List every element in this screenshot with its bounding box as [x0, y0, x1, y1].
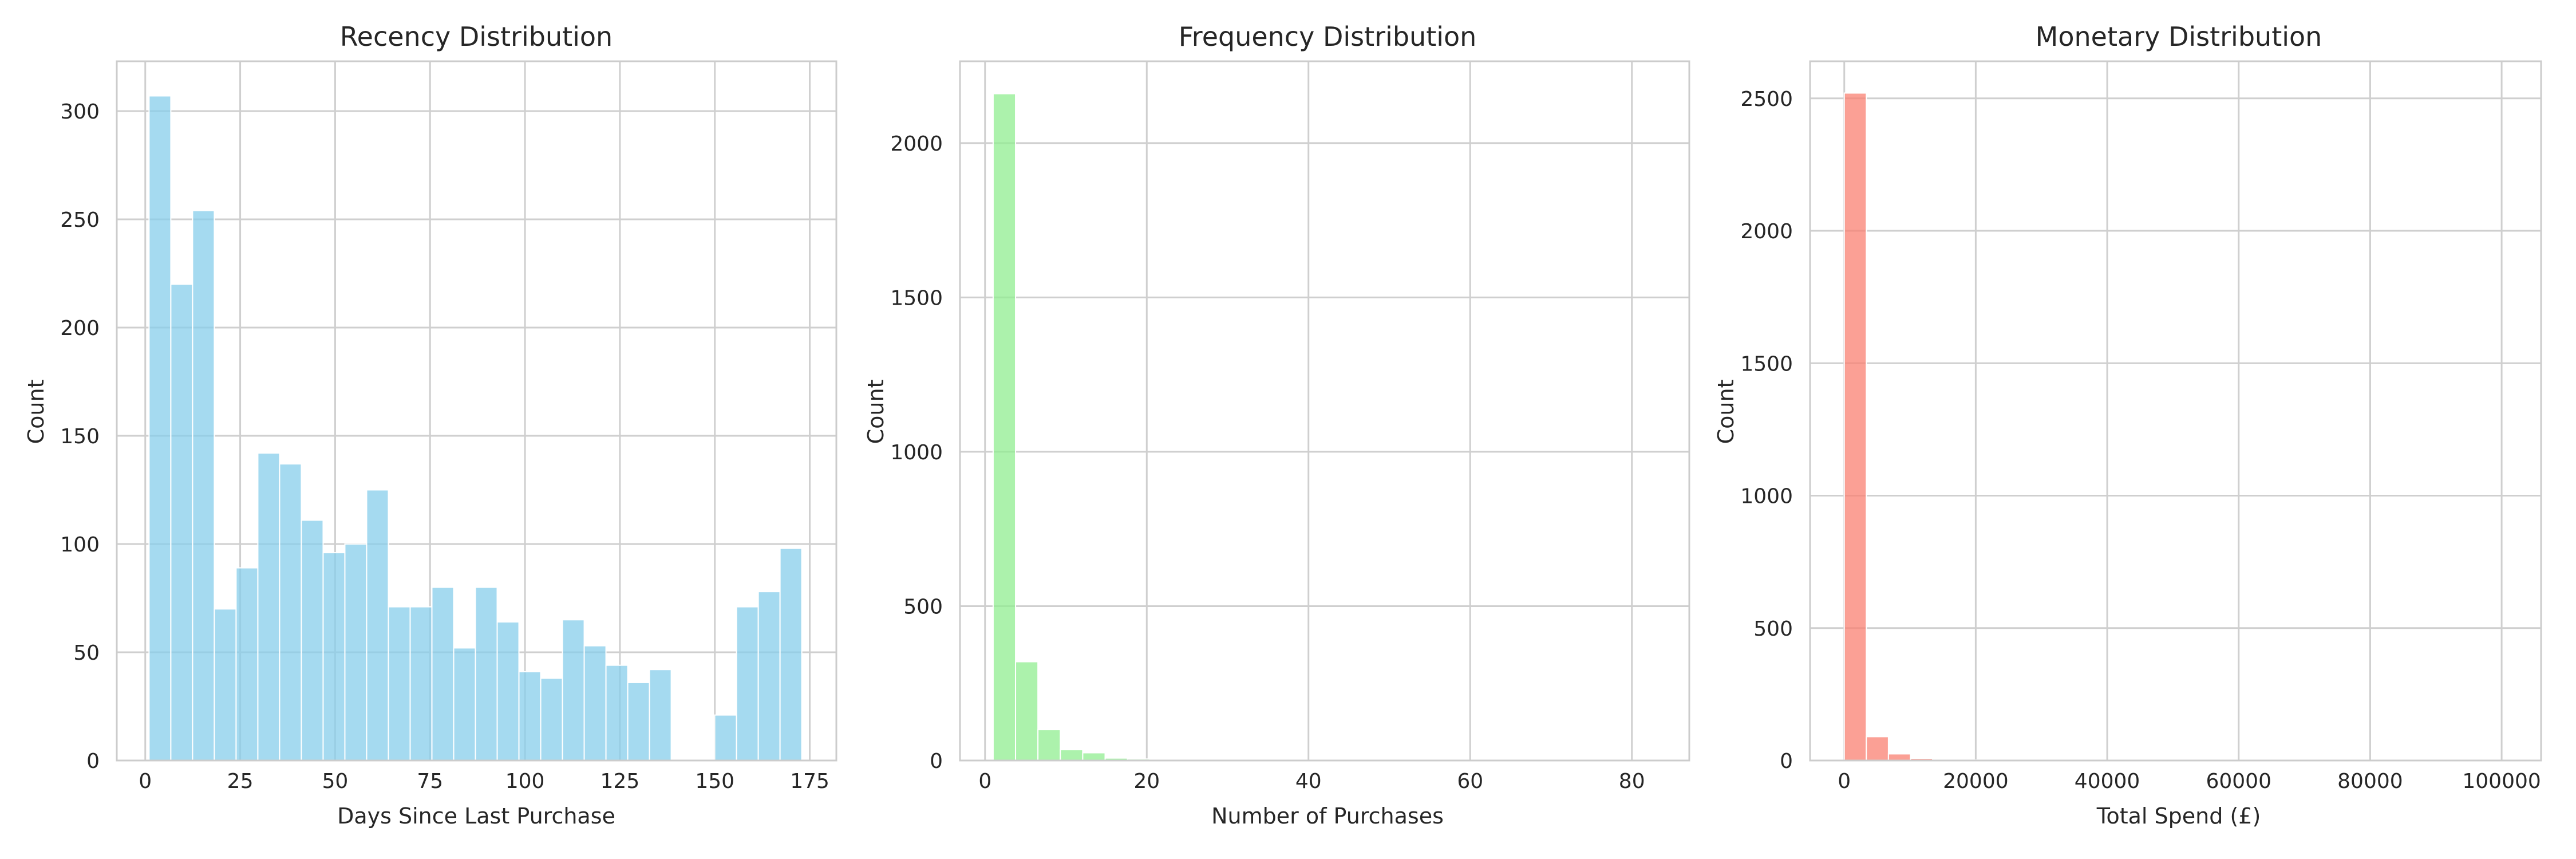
monetary-xtick-label: 60000	[2206, 770, 2271, 793]
recency-xtick-label: 175	[790, 770, 829, 793]
frequency-xtick-label: 20	[1133, 770, 1160, 793]
recency-xtick-label: 150	[695, 770, 734, 793]
recency-xtick-label: 25	[227, 770, 254, 793]
recency-bar	[627, 681, 650, 762]
frequency-bars	[992, 93, 1666, 762]
recency-xtick-label: 75	[417, 770, 443, 793]
monetary-bars	[1843, 92, 2508, 762]
monetary-bar	[1866, 736, 1889, 761]
frequency-histogram-panel: Frequency Distribution Number of Purchas…	[863, 21, 1690, 829]
frequency-plot-frame	[959, 60, 1690, 762]
recency-ytick-label: 150	[60, 425, 100, 448]
monetary-xlabel: Total Spend (£)	[2096, 803, 2261, 829]
recency-bar	[736, 606, 759, 761]
recency-bar	[344, 543, 368, 762]
recency-bar	[496, 621, 520, 761]
monetary-xtick-label: 40000	[2075, 770, 2140, 793]
monetary-ytick-label: 1000	[1740, 485, 1793, 509]
recency-bar	[170, 283, 193, 761]
recency-ytick-label: 200	[60, 317, 100, 340]
recency-ytick-label: 100	[60, 533, 100, 557]
recency-ytick-label: 250	[60, 208, 100, 232]
recency-bar	[148, 95, 172, 761]
recency-bar	[235, 567, 259, 761]
frequency-bar	[1015, 661, 1039, 762]
recency-bar	[562, 619, 585, 762]
recency-bar	[453, 647, 476, 761]
monetary-ytick-label: 2000	[1740, 220, 1793, 243]
recency-bar	[475, 586, 498, 761]
recency-xtick-label: 50	[322, 770, 349, 793]
recency-bar	[540, 677, 563, 761]
frequency-ytick-label: 0	[930, 750, 943, 773]
frequency-ytick-label: 500	[903, 595, 943, 618]
frequency-ytick-label: 1000	[890, 441, 943, 464]
recency-title: Recency Distribution	[340, 21, 613, 52]
recency-bar	[409, 606, 433, 761]
frequency-ytick-label: 1500	[890, 286, 943, 310]
recency-ytick-label: 300	[60, 100, 100, 124]
recency-gridlines	[117, 61, 836, 762]
frequency-bar	[1037, 729, 1061, 762]
monetary-ytick-label: 1500	[1740, 352, 1793, 376]
recency-bar	[257, 452, 280, 761]
frequency-xtick-label: 60	[1457, 770, 1483, 793]
monetary-ylabel: Count	[1713, 380, 1739, 444]
recency-bar	[214, 608, 237, 761]
recency-bar	[322, 552, 346, 761]
monetary-xtick-label: 100000	[2462, 770, 2541, 793]
recency-plot-frame	[116, 60, 837, 762]
recency-xlabel: Days Since Last Purchase	[337, 803, 615, 829]
frequency-gridlines	[960, 61, 1689, 762]
monetary-ytick-label: 0	[1780, 750, 1793, 773]
frequency-xtick-label: 80	[1619, 770, 1645, 793]
recency-bar	[779, 547, 803, 761]
recency-xtick-label: 125	[600, 770, 640, 793]
recency-bar	[583, 645, 607, 761]
monetary-xtick-label: 20000	[1943, 770, 2009, 793]
recency-bar	[192, 210, 215, 761]
frequency-bar	[1060, 749, 1084, 761]
monetary-ytick-label: 2500	[1740, 88, 1793, 111]
recency-ytick-label: 50	[73, 641, 100, 665]
recency-bar	[605, 664, 629, 762]
frequency-ytick-label: 2000	[890, 132, 943, 156]
monetary-bar	[1887, 753, 1911, 761]
frequency-xlabel: Number of Purchases	[1211, 803, 1444, 829]
frequency-xtick-label: 40	[1295, 770, 1322, 793]
recency-bar	[757, 591, 781, 761]
recency-bar	[714, 714, 737, 761]
frequency-xtick-label: 0	[978, 770, 991, 793]
monetary-xtick-label: 80000	[2337, 770, 2403, 793]
recency-bar	[301, 519, 324, 761]
recency-xtick-label: 0	[139, 770, 152, 793]
recency-bar	[649, 669, 672, 761]
monetary-title: Monetary Distribution	[2036, 21, 2322, 52]
recency-bar	[431, 586, 455, 761]
monetary-ytick-label: 500	[1753, 617, 1793, 641]
monetary-plot-frame	[1809, 60, 2542, 762]
recency-ytick-label: 0	[86, 750, 100, 773]
recency-bar	[279, 463, 302, 761]
recency-bar	[366, 489, 389, 762]
monetary-xtick-label: 0	[1838, 770, 1851, 793]
monetary-histogram-panel: Monetary Distribution Total Spend (£) Co…	[1713, 21, 2542, 829]
monetary-gridlines	[1810, 61, 2541, 762]
recency-bar	[518, 671, 542, 761]
monetary-bar	[1843, 92, 1867, 761]
recency-bars	[148, 95, 803, 762]
frequency-bar	[1082, 752, 1106, 762]
recency-bar	[388, 606, 411, 761]
frequency-ylabel: Count	[863, 380, 888, 444]
recency-ylabel: Count	[23, 380, 49, 444]
frequency-title: Frequency Distribution	[1179, 21, 1477, 52]
recency-xtick-label: 100	[505, 770, 545, 793]
frequency-bar	[992, 93, 1017, 761]
recency-histogram-panel: Recency Distribution Days Since Last Pur…	[23, 21, 837, 829]
